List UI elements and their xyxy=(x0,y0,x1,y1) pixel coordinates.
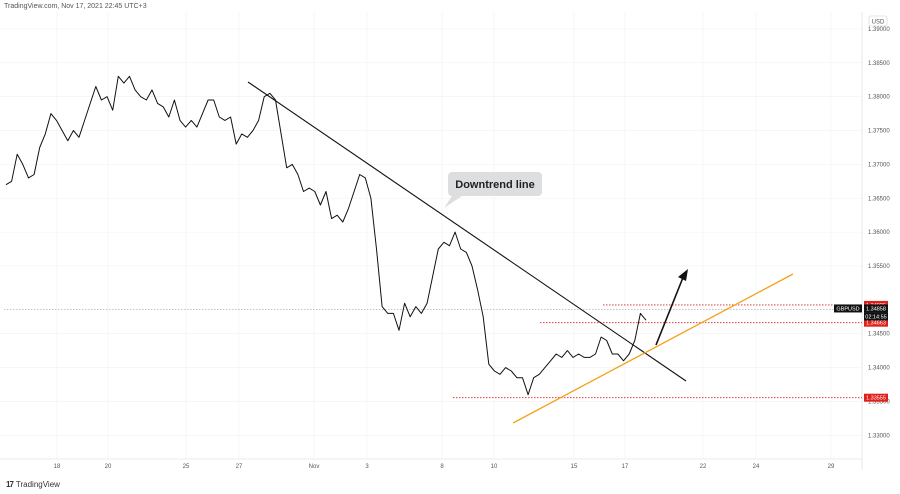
price-tick-label: 1.36000 xyxy=(868,230,890,236)
price-axis[interactable]: 1.39000 1.38500 1.38000 1.37500 1.37000 1.365… xyxy=(868,27,890,439)
brand-name: TradingView xyxy=(15,480,60,489)
svg-text:1.34663: 1.34663 xyxy=(866,321,886,327)
uptrend-line[interactable] xyxy=(512,273,794,424)
price-tick-label: 1.39000 xyxy=(868,27,890,33)
price-tick-label: 1.36500 xyxy=(868,196,890,202)
time-tick-label: 27 xyxy=(236,464,243,470)
brand-footer[interactable]: 17 TradingView xyxy=(6,480,60,489)
currency-badge[interactable]: USD xyxy=(868,15,888,27)
price-tick-label: 1.37500 xyxy=(868,129,890,135)
downtrend-callout[interactable]: Downtrend line xyxy=(444,172,542,208)
tradingview-logo-icon: 17 xyxy=(6,480,14,489)
time-tick-label: 8 xyxy=(440,464,444,470)
price-tags[interactable]: 1.349251.346631.33555GBPUSD1.3485802:14:… xyxy=(834,300,888,402)
svg-text:02:14:55: 02:14:55 xyxy=(865,314,886,320)
time-tick-label: 20 xyxy=(105,464,112,470)
countdown-tag[interactable]: 02:14:55 xyxy=(864,312,888,321)
time-tick-label: Nov xyxy=(309,464,320,470)
time-tick-label: 24 xyxy=(753,464,760,470)
price-tick-label: 1.33500 xyxy=(868,399,890,405)
price-tick-label: 1.35500 xyxy=(868,264,890,270)
time-tick-label: 3 xyxy=(365,464,369,470)
horizontal-levels[interactable] xyxy=(453,304,862,399)
price-tick-label: 1.38500 xyxy=(868,61,890,67)
symbol-tag[interactable]: GBPUSD xyxy=(834,304,862,313)
time-tick-label: 29 xyxy=(828,464,835,470)
time-tick-label: 17 xyxy=(622,464,629,470)
bullish-arrow-icon[interactable] xyxy=(655,269,688,346)
currency-badge-label: USD xyxy=(872,20,885,26)
price-tick-label: 1.34500 xyxy=(868,332,890,338)
price-tick-label: 1.38000 xyxy=(868,95,890,101)
chart-grid xyxy=(0,12,862,459)
time-tick-label: 15 xyxy=(571,464,578,470)
price-tick-label: 1.37000 xyxy=(868,162,890,168)
price-level-tag[interactable]: 1.33555 xyxy=(864,393,888,402)
time-tick-label: 25 xyxy=(183,464,190,470)
svg-text:GBPUSD: GBPUSD xyxy=(836,306,859,312)
price-series-line xyxy=(5,75,647,396)
chart-source-header: TradingView.com, Nov 17, 2021 22:45 UTC+… xyxy=(4,3,147,10)
svg-text:1.34858: 1.34858 xyxy=(866,306,886,312)
current-price-tag[interactable]: 1.34858 xyxy=(864,304,888,313)
time-tick-label: 22 xyxy=(700,464,707,470)
svg-text:1.33555: 1.33555 xyxy=(866,396,886,402)
time-tick-label: 18 xyxy=(54,464,61,470)
price-tick-label: 1.33000 xyxy=(868,433,890,439)
price-level-tag[interactable]: 1.34663 xyxy=(864,318,888,327)
downtrend-line[interactable] xyxy=(247,81,687,382)
time-tick-label: 10 xyxy=(491,464,498,470)
price-tick-label: 1.34000 xyxy=(868,366,890,372)
time-axis[interactable]: 18 20 25 27 Nov 3 8 10 15 17 22 24 29 xyxy=(54,464,835,470)
downtrend-callout-label: Downtrend line xyxy=(455,179,534,191)
